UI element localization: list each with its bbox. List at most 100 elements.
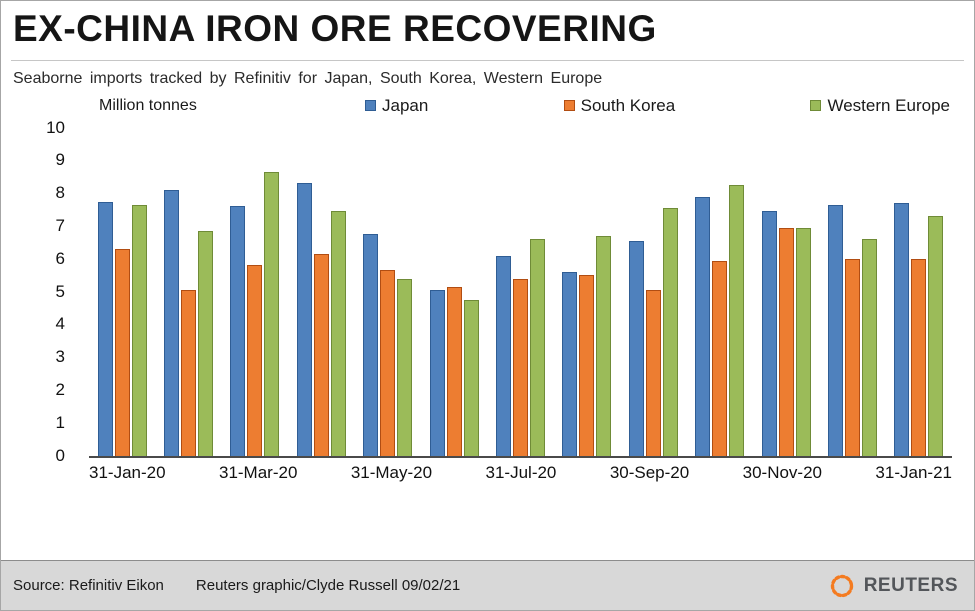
bar-japan — [894, 203, 910, 456]
legend-item-japan: Japan — [365, 96, 428, 116]
y-axis-unit-label: Million tonnes — [99, 96, 197, 114]
bar-western-europe — [463, 299, 479, 456]
western-europe-legend-swatch — [810, 100, 822, 112]
y-axis-labels: 0 1 2 3 4 5 6 7 8 9 10 — [31, 118, 77, 465]
bar-south-korea — [380, 270, 396, 456]
bar-western-europe — [530, 239, 546, 456]
japan-legend-swatch — [365, 100, 376, 112]
bar-south-korea — [778, 227, 794, 456]
plot-area: 0 1 2 3 4 5 6 7 8 9 10 — [46, 118, 952, 465]
y-tick-label: 10 — [46, 117, 65, 137]
source-text: Source: Refinitiv Eikon — [13, 577, 164, 594]
y-tick-label: 2 — [55, 380, 65, 400]
legend: Japan South Korea Western Europe — [365, 96, 950, 116]
bar-south-korea — [911, 258, 927, 456]
bar-japan — [562, 272, 578, 456]
bar-group — [288, 128, 354, 456]
x-axis-labels: 31-Jan-20 31-Mar-20 31-May-20 31-Jul-20 30-S… — [89, 463, 952, 483]
bar-group — [421, 128, 487, 456]
legend-row: Million tonnes Japan South Korea Western… — [1, 88, 974, 116]
bar-japan — [429, 290, 445, 456]
bar-group — [687, 128, 753, 456]
x-tick-label: 31-Jan-21 — [875, 462, 952, 482]
legend-label-south-korea: South Korea — [580, 95, 676, 115]
bar-japan — [363, 234, 379, 456]
x-tick-label — [297, 463, 350, 483]
x-tick-label — [166, 463, 219, 483]
bar-japan — [761, 211, 777, 456]
x-tick-label: 31-Mar-20 — [218, 462, 298, 482]
bar-japan — [296, 183, 312, 456]
bar-group — [819, 128, 885, 456]
bar-south-korea — [513, 278, 529, 456]
bar-japan — [695, 196, 711, 456]
legend-label-western-europe: Western Europe — [827, 95, 950, 115]
x-tick-label: 31-May-20 — [350, 462, 433, 482]
bar-western-europe — [729, 185, 745, 456]
y-tick-label: 1 — [55, 412, 65, 432]
legend-label-japan: Japan — [382, 95, 429, 115]
legend-item-western-europe: Western Europe — [810, 96, 950, 116]
bar-group — [886, 128, 952, 456]
bar-japan — [164, 190, 180, 456]
x-tick-label: 30-Nov-20 — [742, 462, 822, 482]
y-tick-label: 6 — [55, 248, 65, 268]
bar-western-europe — [928, 216, 944, 456]
plot-groups — [89, 128, 952, 456]
bar-south-korea — [247, 265, 263, 456]
bar-western-europe — [397, 278, 413, 456]
bar-south-korea — [313, 253, 329, 456]
bar-japan — [496, 255, 512, 456]
bar-group — [753, 128, 819, 456]
bar-group — [355, 128, 421, 456]
y-tick-label: 3 — [55, 347, 65, 367]
x-tick-label — [432, 463, 485, 483]
bar-japan — [97, 201, 113, 456]
bar-south-korea — [579, 275, 595, 456]
x-tick-label — [822, 463, 875, 483]
y-tick-label: 4 — [55, 314, 65, 334]
reuters-sunburst-icon — [830, 574, 853, 597]
bar-western-europe — [131, 204, 147, 456]
x-tick-label: 31-Jul-20 — [485, 462, 557, 482]
bar-group — [155, 128, 221, 456]
chart-subtitle: Seaborne imports tracked by Refinitiv fo… — [13, 69, 603, 87]
y-tick-label: 7 — [55, 216, 65, 236]
bar-western-europe — [330, 211, 346, 456]
bar-japan — [827, 204, 843, 456]
bar-western-europe — [264, 171, 280, 456]
chart-title: EX-CHINA IRON ORE RECOVERING — [13, 8, 657, 49]
y-tick-label: 0 — [55, 445, 65, 465]
bar-group — [554, 128, 620, 456]
credit-text: Reuters graphic/Clyde Russell 09/02/21 — [195, 577, 461, 594]
bar-group — [487, 128, 553, 456]
legend-item-south-korea: South Korea — [563, 95, 676, 116]
bar-group — [89, 128, 155, 456]
bar-south-korea — [712, 260, 728, 456]
reuters-wordmark: REUTERS — [863, 574, 958, 596]
bar-western-europe — [662, 208, 678, 456]
x-tick-label: 31-Jan-20 — [89, 462, 166, 482]
south-korea-legend-swatch — [563, 100, 575, 112]
bar-south-korea — [844, 258, 860, 456]
bar-western-europe — [198, 231, 214, 456]
bar-western-europe — [795, 227, 811, 456]
title-divider — [11, 59, 964, 61]
x-tick-label — [556, 463, 609, 483]
bar-group — [620, 128, 686, 456]
footer-bar: Source: Refinitiv Eikon Reuters graphic/… — [1, 560, 974, 610]
bar-western-europe — [596, 235, 612, 456]
y-tick-label: 9 — [55, 150, 65, 170]
bar-south-korea — [645, 290, 661, 456]
bar-japan — [628, 240, 644, 456]
bar-japan — [230, 206, 246, 456]
bar-south-korea — [446, 286, 462, 456]
x-tick-label: 30-Sep-20 — [609, 462, 690, 482]
x-tick-label — [689, 463, 742, 483]
y-tick-label: 5 — [55, 281, 65, 301]
y-tick-label: 8 — [55, 183, 65, 203]
bar-south-korea — [114, 249, 130, 456]
bar-group — [222, 128, 288, 456]
reuters-logo: REUTERS — [829, 573, 958, 599]
